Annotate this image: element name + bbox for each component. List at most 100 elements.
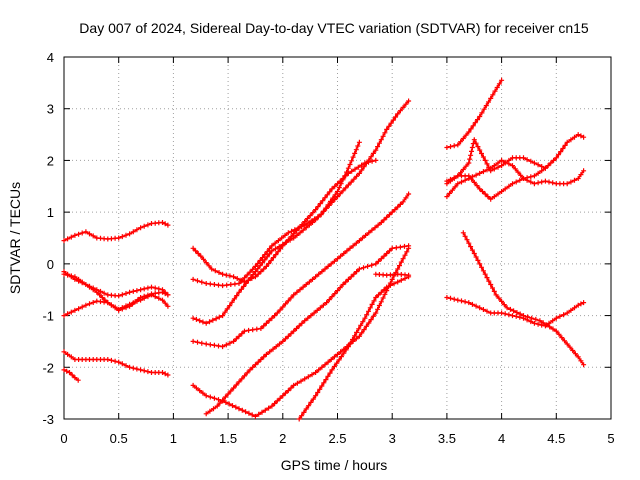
data-point: [514, 310, 520, 315]
data-point: [145, 292, 151, 298]
data-point: [287, 237, 293, 243]
data-point: [504, 305, 510, 311]
data-point: [480, 189, 485, 194]
data-point: [300, 227, 306, 233]
data-point: [506, 161, 512, 167]
data-point: [483, 103, 489, 109]
data-point: [134, 366, 140, 372]
data-point: [119, 306, 125, 312]
data-point: [384, 214, 390, 220]
data-point: [397, 201, 403, 207]
data-point: [101, 290, 107, 296]
data-point: [216, 314, 222, 320]
data-point: [160, 370, 165, 375]
data-point: [231, 338, 237, 344]
data-point: [375, 144, 381, 150]
data-point: [220, 344, 226, 350]
series-s10: [190, 191, 412, 350]
data-point: [138, 287, 144, 293]
data-point: [506, 312, 512, 318]
data-point: [475, 144, 481, 150]
data-point: [353, 240, 359, 246]
data-point: [370, 313, 376, 319]
data-point: [521, 176, 526, 181]
data-point: [216, 270, 222, 275]
data-point: [313, 274, 319, 280]
data-point: [262, 407, 268, 413]
data-point: [350, 337, 355, 342]
series-s13: [296, 274, 412, 422]
data-point: [524, 175, 530, 181]
data-point: [258, 357, 264, 362]
data-point: [321, 208, 327, 214]
data-point: [90, 287, 96, 293]
data-point: [149, 284, 154, 290]
data-point: [373, 157, 379, 163]
data-point: [68, 234, 74, 240]
data-point: [556, 331, 562, 337]
data-point: [152, 285, 158, 291]
data-point: [130, 229, 136, 235]
data-point: [471, 179, 477, 185]
data-point: [261, 354, 267, 360]
data-point: [343, 185, 349, 191]
data-point: [245, 278, 251, 283]
data-point: [484, 275, 490, 281]
data-point: [403, 101, 409, 107]
data-point: [267, 251, 272, 257]
data-point: [381, 287, 387, 293]
data-point: [448, 178, 453, 184]
series-s5: [61, 349, 171, 378]
data-point: [455, 297, 461, 303]
data-point: [269, 315, 275, 321]
data-point: [160, 297, 165, 303]
series-s20: [460, 230, 587, 368]
data-point: [197, 318, 203, 324]
data-point: [345, 276, 351, 282]
data-point: [464, 237, 470, 243]
data-point: [272, 401, 278, 406]
data-point: [553, 328, 559, 334]
data-point: [233, 404, 239, 410]
data-point: [283, 239, 289, 245]
data-point: [397, 108, 403, 114]
data-point: [363, 232, 369, 238]
data-point: [544, 322, 549, 328]
data-point: [263, 320, 269, 326]
y-tick-label: -1: [42, 309, 54, 324]
data-point: [466, 300, 472, 306]
data-point: [381, 217, 387, 223]
data-point: [72, 232, 78, 238]
data-point: [252, 269, 258, 275]
data-point: [297, 230, 303, 236]
data-point: [231, 296, 237, 302]
data-point: [531, 160, 537, 166]
data-point: [361, 265, 366, 271]
data-point: [203, 260, 209, 266]
data-point: [98, 288, 103, 294]
data-point: [477, 261, 483, 267]
data-point: [65, 236, 71, 242]
data-point: [203, 320, 209, 326]
data-point: [343, 279, 349, 285]
data-point: [528, 179, 534, 185]
data-point: [116, 235, 122, 241]
data-point: [352, 333, 358, 339]
data-point: [129, 301, 135, 307]
data-point: [325, 373, 331, 379]
data-point: [373, 147, 379, 153]
data-point: [332, 183, 338, 189]
x-tick-label: 3: [389, 431, 396, 446]
data-point: [466, 160, 472, 166]
data-point: [355, 143, 361, 149]
data-point: [280, 242, 286, 247]
data-point: [380, 295, 386, 301]
data-point: [264, 254, 270, 260]
data-point: [361, 327, 367, 333]
data-point: [190, 315, 196, 321]
data-point: [285, 333, 291, 339]
data-point: [288, 295, 294, 301]
data-point: [249, 412, 255, 418]
data-point: [398, 277, 404, 283]
data-point: [506, 183, 512, 189]
